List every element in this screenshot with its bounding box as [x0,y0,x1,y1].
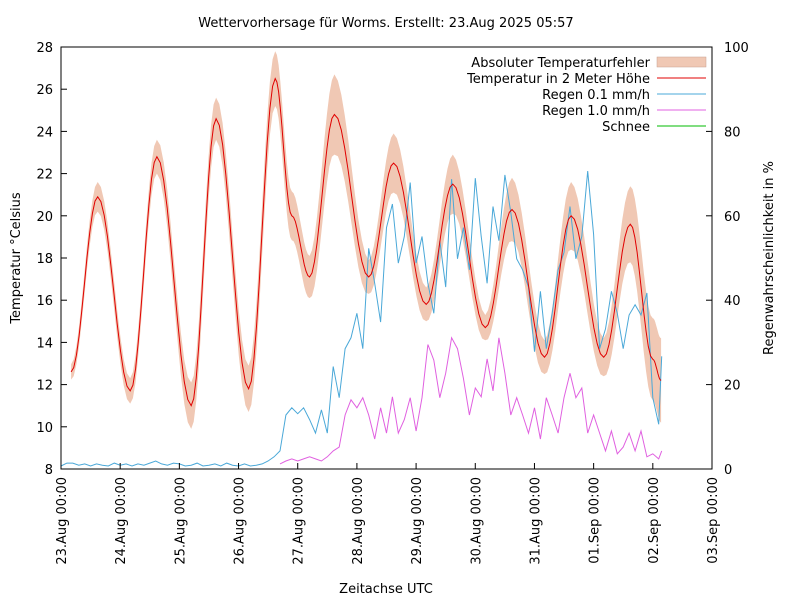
y2-tick-label: 60 [724,210,741,225]
legend-snow-label: Schnee [602,120,650,135]
y2-tick-label: 0 [724,463,732,478]
y-tick-label: 24 [36,125,53,140]
y-tick-label: 14 [36,336,53,351]
y-tick-label: 8 [45,463,53,478]
x-tick-label: 31.Aug 00:00 [528,477,543,565]
y2-axis-label: Regenwahrscheinlichkeit in % [762,161,777,355]
x-tick-label: 27.Aug 00:00 [292,477,307,565]
legend-rain-1mm-label: Regen 1.0 mm/h [542,104,650,119]
x-tick-label: 25.Aug 00:00 [173,477,188,565]
y-tick-label: 18 [36,252,53,267]
x-tick-label: 29.Aug 00:00 [410,477,425,565]
y2-tick-label: 100 [724,41,749,56]
y-tick-label: 28 [36,41,53,56]
legend-temperature-label: Temperatur in 2 Meter Höhe [466,72,650,87]
rain-1mm-line [279,336,663,465]
axis-layer: 8 10 12 14 16 18 20 22 24 26 28 0 20 40 60 80 100 23.Aug … [36,41,748,565]
y-tick-label: 26 [36,83,53,98]
x-tick-label: 23.Aug 00:00 [55,477,70,565]
x-tick-label: 24.Aug 00:00 [114,477,129,565]
y2-tick-label: 40 [724,294,741,309]
y-tick-label: 22 [36,168,53,183]
x-axis-label: Zeitachse UTC [339,582,433,597]
y-axis-label: Temperatur °Celsius [9,192,24,325]
legend-error-band-label: Absoluter Temperaturfehler [471,56,650,71]
y-tick-label: 12 [36,379,53,394]
x-tick-label: 28.Aug 00:00 [351,477,366,565]
chart-title: Wettervorhersage für Worms. Erstellt: 23… [198,16,573,31]
legend-error-band-swatch [656,56,707,68]
y-tick-label: 20 [36,210,53,225]
y-tick-label: 10 [36,421,53,436]
x-tick-label: 26.Aug 00:00 [233,477,248,565]
legend-rain-01mm-label: Regen 0.1 mm/h [542,88,650,103]
x-tick-label: 02.Sep 00:00 [647,477,662,564]
y2-tick-label: 80 [724,125,741,140]
y2-tick-label: 20 [724,379,741,394]
y-tick-label: 16 [36,294,53,309]
x-tick-label: 03.Sep 00:00 [706,477,721,564]
x-tick-label: 30.Aug 00:00 [469,477,484,565]
temperature-line [70,77,662,407]
x-tick-label: 01.Sep 00:00 [588,477,603,564]
rain-01mm-line [60,171,663,467]
